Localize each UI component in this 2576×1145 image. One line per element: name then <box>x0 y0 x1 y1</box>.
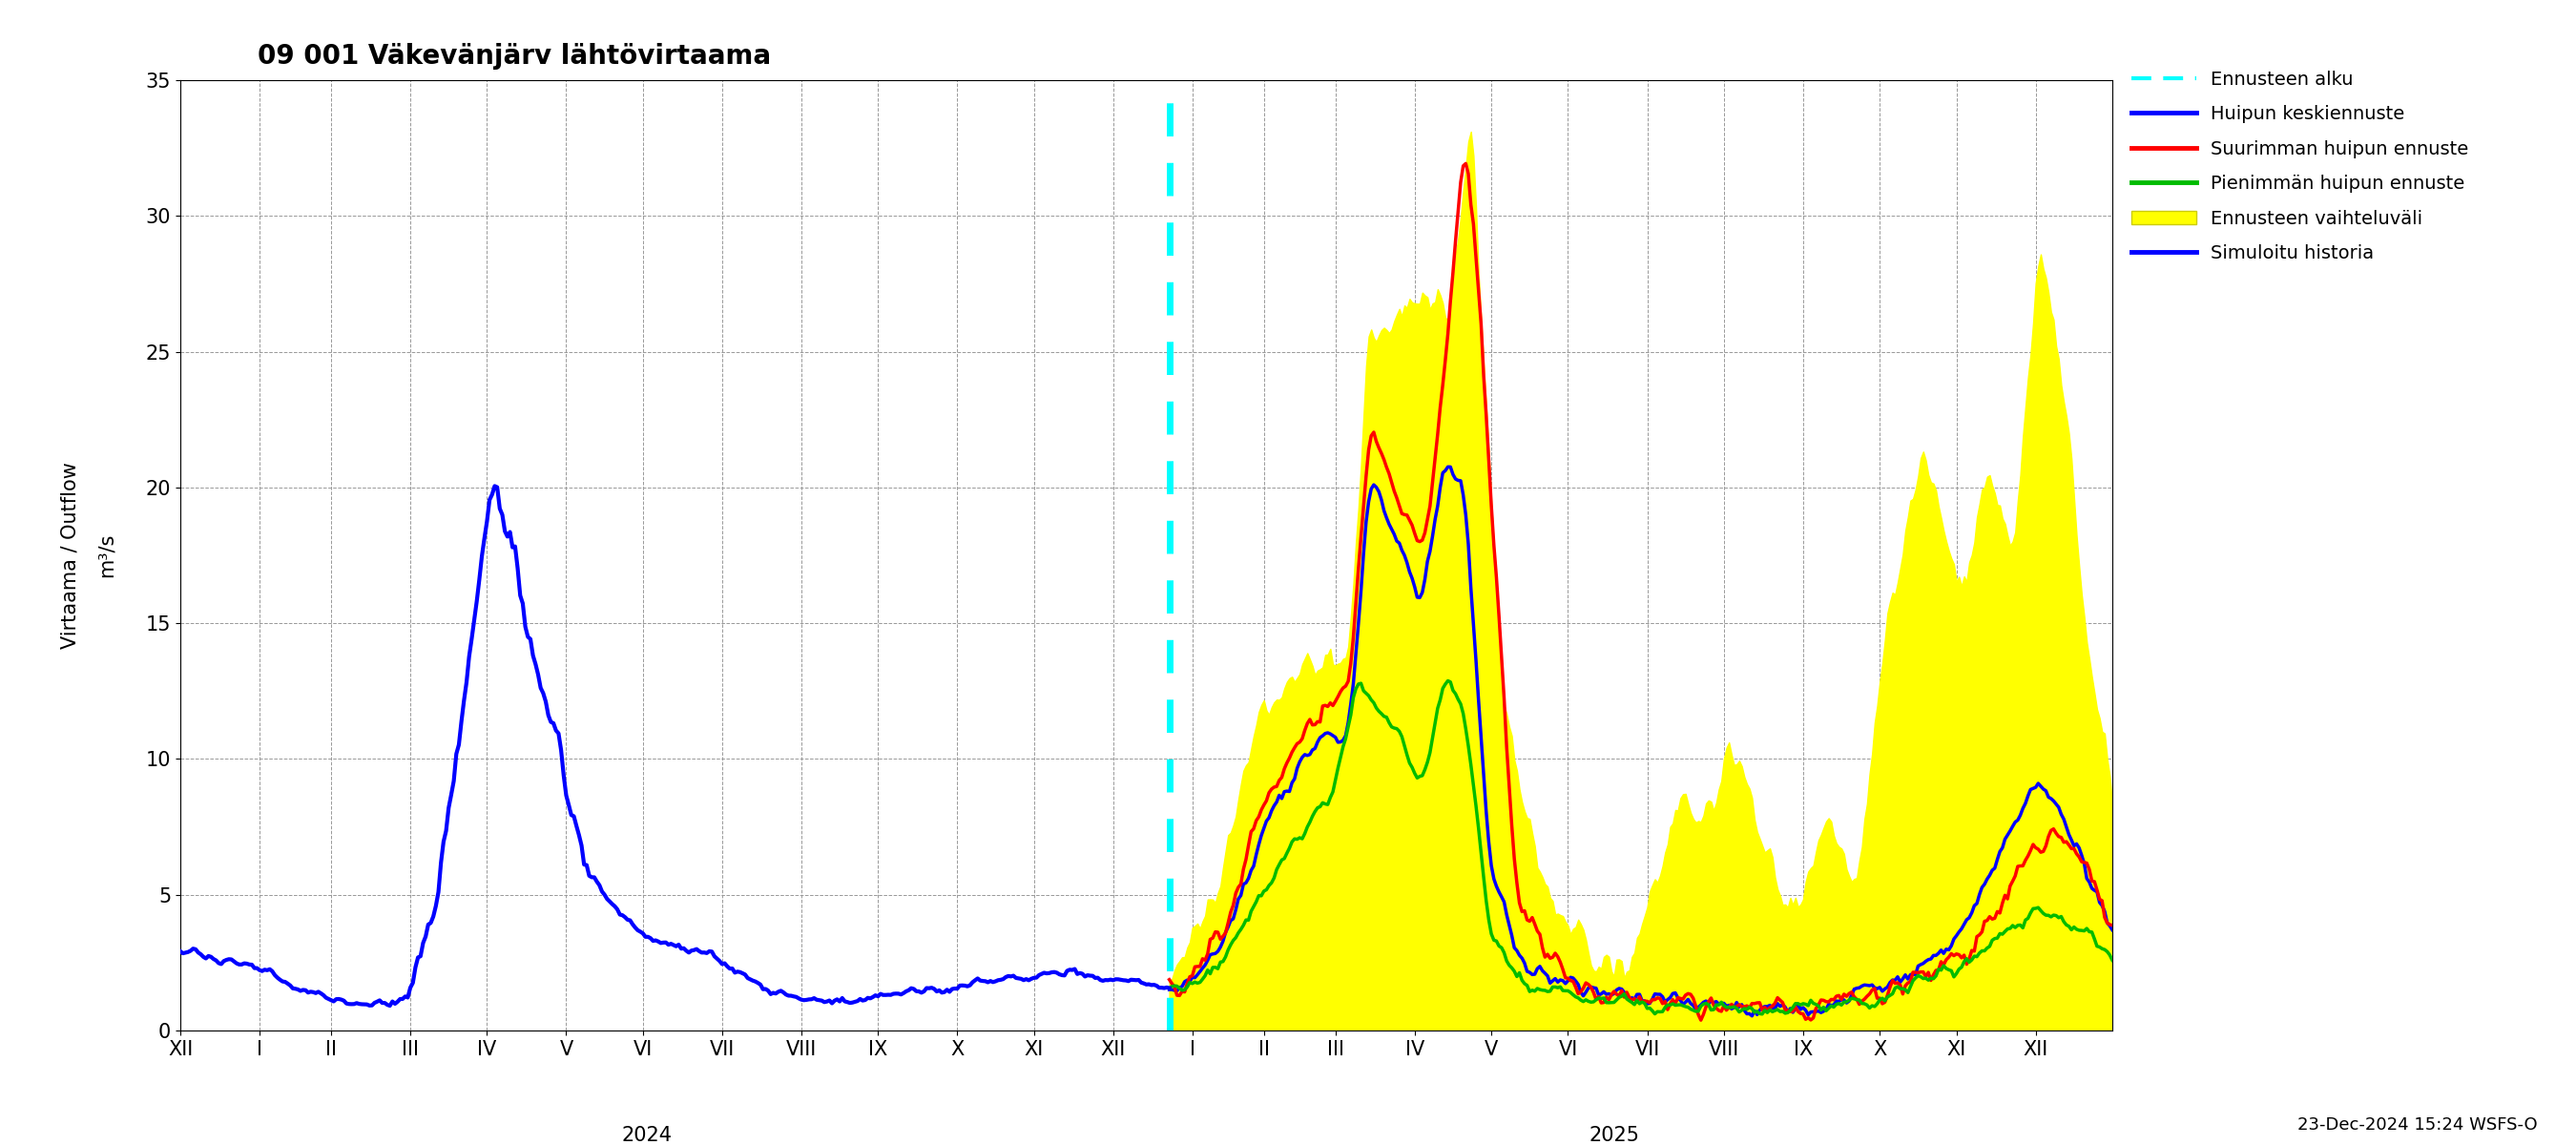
Legend: Ennusteen alku, Huipun keskiennuste, Suurimman huipun ennuste, Pienimmän huipun : Ennusteen alku, Huipun keskiennuste, Suu… <box>2130 71 2468 262</box>
Text: 09 001 Väkevänjärv lähtövirtaama: 09 001 Väkevänjärv lähtövirtaama <box>258 44 770 70</box>
Text: 23-Dec-2024 15:24 WSFS-O: 23-Dec-2024 15:24 WSFS-O <box>2298 1116 2537 1134</box>
Text: m³/s: m³/s <box>98 534 116 577</box>
Text: 2025: 2025 <box>1589 1126 1638 1145</box>
Y-axis label: Virtaama / Outflow: Virtaama / Outflow <box>59 461 80 649</box>
Text: 2024: 2024 <box>621 1126 672 1145</box>
